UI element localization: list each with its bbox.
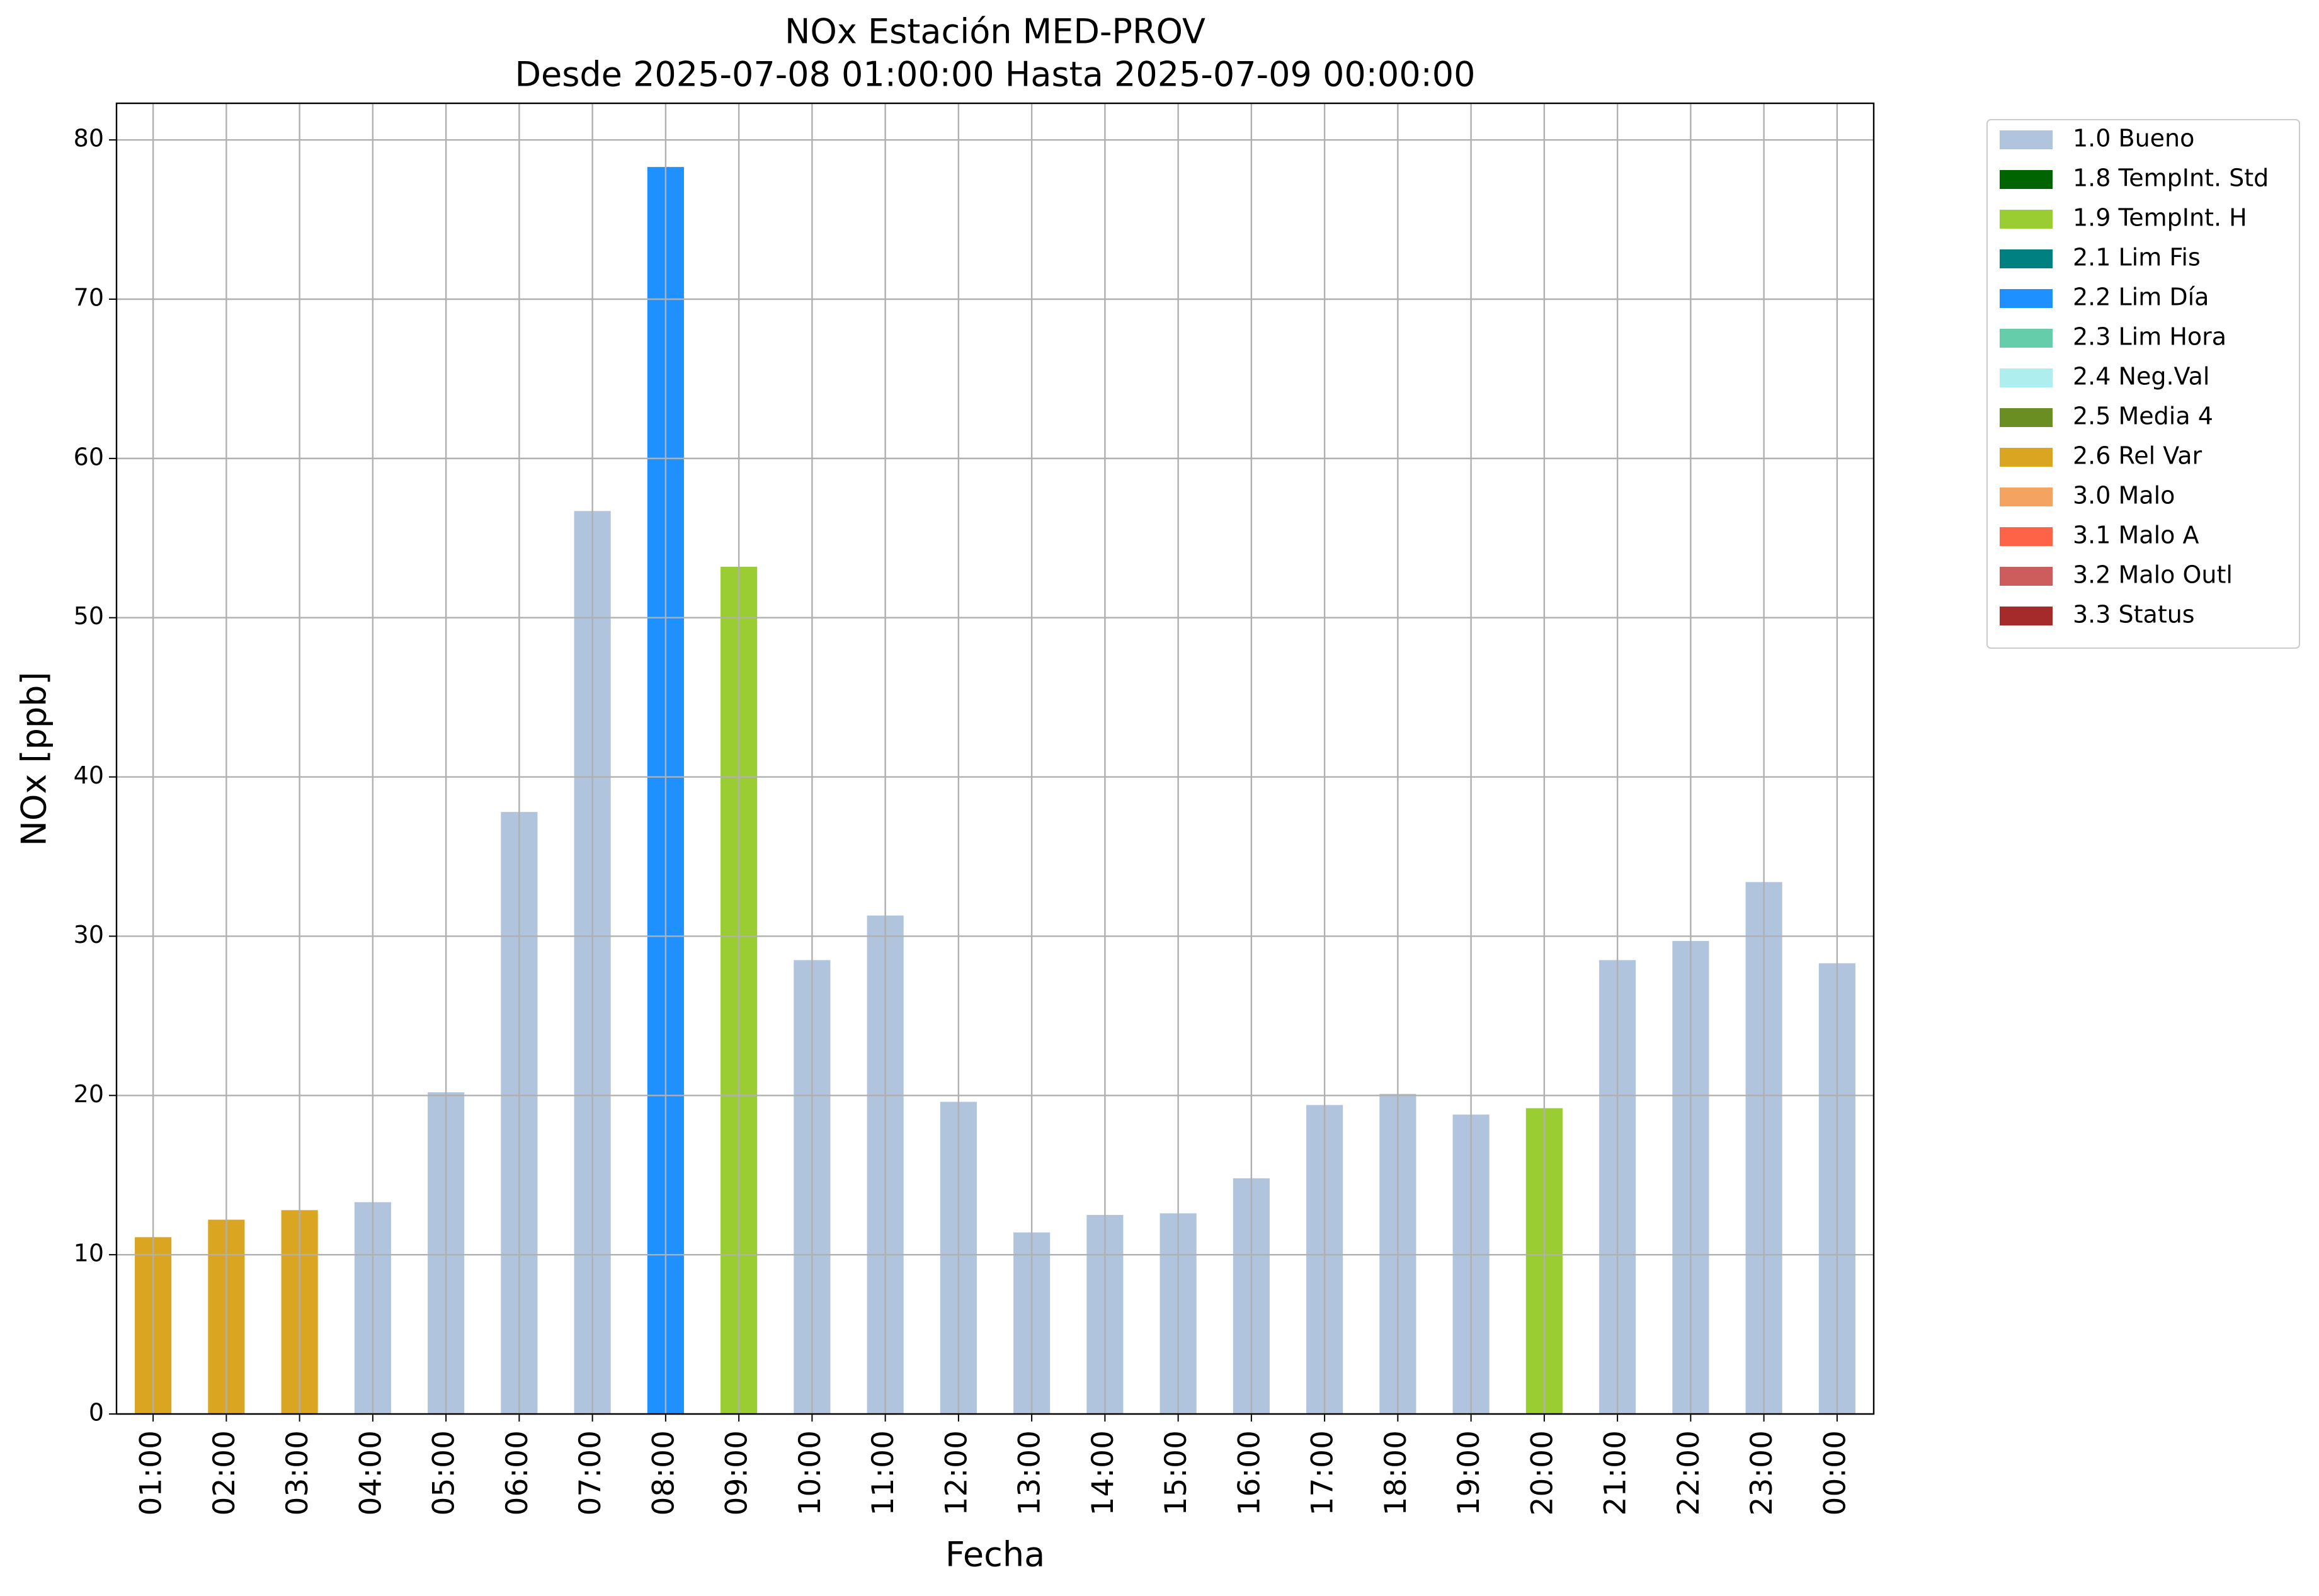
legend-label: 2.4 Neg.Val <box>2073 363 2209 390</box>
legend-swatch <box>2000 170 2053 189</box>
x-tick-label: 23:00 <box>1745 1430 1779 1515</box>
x-tick-label: 18:00 <box>1379 1430 1413 1515</box>
x-tick-label: 10:00 <box>793 1430 828 1515</box>
x-tick-label: 16:00 <box>1232 1430 1267 1515</box>
x-tick-label: 11:00 <box>866 1430 901 1515</box>
y-tick-label: 60 <box>74 443 104 470</box>
x-tick-label: 13:00 <box>1013 1430 1047 1515</box>
legend-label: 3.2 Malo Outl <box>2073 561 2233 589</box>
legend-label: 2.3 Lim Hora <box>2073 323 2226 351</box>
x-tick-label: 15:00 <box>1159 1430 1194 1515</box>
plot-frame <box>115 102 1875 1415</box>
legend-swatch <box>2000 249 2053 268</box>
y-tick-label: 30 <box>74 921 104 949</box>
chart-title: NOx Estación MED-PROV <box>785 12 1205 52</box>
x-tick-label: 14:00 <box>1086 1430 1120 1515</box>
legend-swatch <box>2000 289 2053 308</box>
x-tick-label: 12:00 <box>939 1430 974 1515</box>
legend-swatch <box>2000 607 2053 625</box>
legend-label: 1.9 TempInt. H <box>2073 204 2247 232</box>
legend-label: 3.0 Malo <box>2073 482 2175 510</box>
x-tick-label: 17:00 <box>1306 1430 1340 1515</box>
x-tick-label: 22:00 <box>1672 1430 1706 1515</box>
x-tick-label: 08:00 <box>646 1430 681 1515</box>
legend-label: 3.3 Status <box>2073 601 2195 629</box>
legend-swatch <box>2000 329 2053 348</box>
y-tick-label: 0 <box>89 1399 104 1427</box>
x-tick-label: 06:00 <box>500 1430 535 1515</box>
x-tick-label: 20:00 <box>1525 1430 1559 1515</box>
x-tick-label: 21:00 <box>1598 1430 1633 1515</box>
legend-label: 1.8 TempInt. Std <box>2073 164 2269 192</box>
legend-label: 2.6 Rel Var <box>2073 442 2202 470</box>
chart-subtitle: Desde 2025-07-08 01:00:00 Hasta 2025-07-… <box>515 55 1475 94</box>
legend-swatch <box>2000 448 2053 467</box>
legend-swatch <box>2000 567 2053 586</box>
x-tick-label: 01:00 <box>134 1430 169 1515</box>
y-tick-label: 50 <box>74 602 104 630</box>
y-tick-label: 80 <box>74 125 104 152</box>
legend-swatch <box>2000 527 2053 546</box>
legend-box <box>1986 119 2300 649</box>
legend-swatch <box>2000 368 2053 387</box>
legend-label: 2.1 Lim Fis <box>2073 244 2201 271</box>
y-tick-label: 10 <box>74 1240 104 1267</box>
x-tick-label: 00:00 <box>1818 1430 1852 1515</box>
x-tick-label: 03:00 <box>280 1430 315 1515</box>
legend-label: 2.5 Media 4 <box>2073 402 2213 430</box>
legend-label: 3.1 Malo A <box>2073 522 2199 549</box>
legend-swatch <box>2000 487 2053 506</box>
legend-label: 2.2 Lim Día <box>2073 283 2209 311</box>
legend-swatch <box>2000 130 2053 149</box>
legend-label: 1.0 Bueno <box>2073 125 2194 152</box>
x-tick-label: 07:00 <box>573 1430 608 1515</box>
x-tick-label: 09:00 <box>720 1430 755 1515</box>
x-axis-label: Fecha <box>945 1535 1045 1575</box>
y-axis-label: NOx [ppb] <box>14 672 54 846</box>
y-tick-label: 40 <box>74 761 104 789</box>
legend-swatch <box>2000 408 2053 427</box>
y-tick-label: 70 <box>74 284 104 312</box>
legend-swatch <box>2000 210 2053 229</box>
x-tick-label: 02:00 <box>207 1430 242 1515</box>
x-tick-label: 05:00 <box>427 1430 462 1515</box>
x-tick-label: 19:00 <box>1452 1430 1486 1515</box>
x-tick-label: 04:00 <box>353 1430 388 1515</box>
y-tick-label: 20 <box>74 1080 104 1108</box>
